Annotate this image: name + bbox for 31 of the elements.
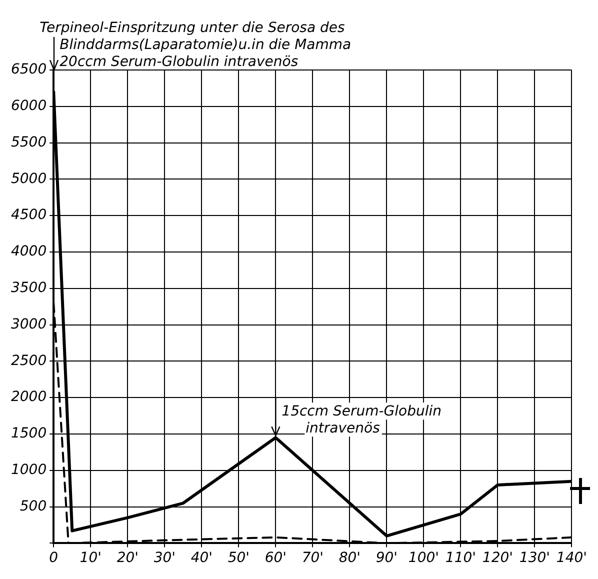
annotation: 20ccm Serum-Globulin intravenös bbox=[60, 54, 298, 70]
text: Terpineol-Einspritzung unter die Serosa des Blinddarms(Laparatomie)u.in die Mamma bbox=[40, 20, 352, 53]
y-tick-label: 6500 bbox=[10, 62, 47, 78]
x-tick-label: 140' bbox=[556, 550, 588, 566]
x-tick-label: 120' bbox=[482, 550, 513, 566]
y-tick-label: 5500 bbox=[10, 134, 47, 150]
x-tick-label: 10' bbox=[80, 550, 102, 566]
x-tick-label: 60' bbox=[264, 550, 286, 566]
annotation: 15ccm Serum-Globulin intravenös bbox=[282, 404, 442, 437]
x-tick-label: 110' bbox=[445, 550, 476, 566]
y-tick-label: 2500 bbox=[10, 352, 47, 369]
y-tick-label: 2000 bbox=[10, 389, 47, 406]
y-tick-label: 4000 bbox=[10, 244, 47, 260]
x-tick-label: 0 bbox=[49, 550, 58, 566]
y-tick-label: 3500 bbox=[10, 280, 47, 296]
y-tick-label: 1500 bbox=[10, 426, 47, 442]
x-tick-label: 130' bbox=[519, 550, 550, 566]
x-tick-label: 80' bbox=[338, 550, 361, 566]
x-tick-label: 90' bbox=[376, 550, 398, 566]
y-tick-label: 1000 bbox=[10, 462, 47, 478]
x-tick-label: 70' bbox=[302, 550, 324, 566]
y-tick-label: 500 bbox=[20, 498, 47, 514]
x-tick-label: 20' bbox=[116, 550, 138, 566]
y-tick-label: 3000 bbox=[10, 316, 47, 332]
x-tick-label: 40' bbox=[190, 550, 212, 566]
y-tick-label: 4500 bbox=[10, 207, 47, 224]
y-tick-label: 6000 bbox=[10, 98, 47, 114]
y-tick-label: 5000 bbox=[10, 170, 47, 187]
x-tick-label: 50' bbox=[228, 550, 250, 566]
x-tick-label: 100' bbox=[408, 550, 439, 566]
x-tick-label: 30' bbox=[154, 550, 176, 566]
